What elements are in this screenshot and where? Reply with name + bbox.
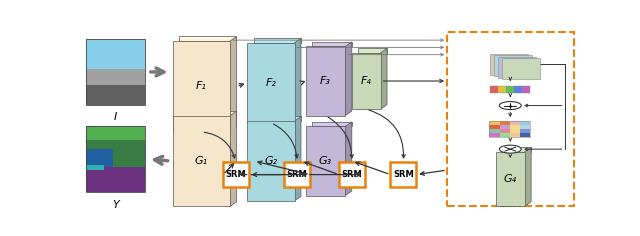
Bar — [515, 86, 522, 93]
Polygon shape — [381, 48, 387, 109]
Bar — [352, 53, 381, 109]
Bar — [520, 133, 530, 137]
Bar — [248, 121, 294, 201]
Bar — [520, 121, 530, 125]
Polygon shape — [312, 42, 352, 46]
Bar — [510, 129, 520, 133]
Polygon shape — [358, 48, 387, 53]
Circle shape — [499, 101, 521, 110]
Text: G₃: G₃ — [319, 156, 332, 166]
Text: SRM: SRM — [225, 170, 246, 179]
Bar — [86, 39, 145, 69]
Bar — [306, 46, 346, 116]
Bar — [500, 121, 510, 125]
Text: SRM: SRM — [287, 170, 308, 179]
Bar — [86, 126, 145, 139]
Polygon shape — [230, 111, 237, 206]
Polygon shape — [254, 116, 301, 121]
Bar — [173, 41, 230, 132]
FancyBboxPatch shape — [339, 162, 365, 187]
Bar — [500, 129, 510, 133]
Bar — [500, 133, 510, 137]
Polygon shape — [179, 37, 237, 41]
Bar — [490, 86, 530, 93]
Bar — [86, 39, 145, 105]
FancyBboxPatch shape — [284, 162, 310, 187]
Bar — [86, 167, 145, 192]
Bar — [522, 86, 530, 93]
Text: F₂: F₂ — [266, 78, 276, 88]
Bar — [490, 86, 499, 93]
Text: G₂: G₂ — [264, 156, 278, 166]
Bar — [490, 129, 500, 133]
Bar — [520, 129, 530, 133]
FancyBboxPatch shape — [490, 54, 527, 75]
Bar — [490, 125, 500, 129]
Polygon shape — [254, 38, 301, 43]
Text: F₁: F₁ — [196, 81, 207, 92]
Polygon shape — [346, 42, 352, 116]
Polygon shape — [525, 147, 531, 206]
Bar — [86, 126, 145, 192]
Text: SRM: SRM — [341, 170, 362, 179]
Text: G₁: G₁ — [195, 156, 208, 166]
Bar — [510, 125, 520, 129]
Bar — [500, 125, 510, 129]
Text: F₄: F₄ — [361, 76, 372, 86]
Bar — [510, 133, 520, 137]
Text: F₃: F₃ — [320, 76, 331, 86]
Polygon shape — [294, 38, 301, 123]
Circle shape — [499, 145, 521, 153]
Bar — [86, 149, 113, 167]
Polygon shape — [312, 122, 352, 126]
Polygon shape — [346, 122, 352, 195]
Polygon shape — [179, 111, 237, 116]
Polygon shape — [502, 147, 531, 152]
Bar — [499, 86, 506, 93]
FancyBboxPatch shape — [223, 162, 248, 187]
Bar — [86, 69, 145, 85]
Bar — [173, 116, 230, 206]
FancyBboxPatch shape — [390, 162, 416, 187]
Bar — [506, 86, 515, 93]
Bar — [86, 139, 145, 167]
Bar — [86, 85, 145, 105]
FancyBboxPatch shape — [502, 58, 540, 79]
Bar — [510, 121, 520, 125]
Text: G₄: G₄ — [504, 174, 517, 184]
Text: I: I — [114, 112, 117, 122]
Text: CRM: CRM — [498, 199, 522, 209]
Text: Y: Y — [113, 200, 119, 210]
Polygon shape — [294, 116, 301, 201]
FancyBboxPatch shape — [495, 55, 532, 76]
Polygon shape — [230, 37, 237, 132]
Bar — [490, 121, 500, 125]
Bar — [248, 43, 294, 123]
Text: SRM: SRM — [393, 170, 414, 179]
Bar — [86, 165, 104, 170]
Bar — [496, 152, 525, 206]
FancyBboxPatch shape — [499, 57, 536, 78]
Bar — [490, 133, 500, 137]
Bar — [306, 126, 346, 195]
Bar — [490, 121, 530, 137]
Bar — [520, 125, 530, 129]
